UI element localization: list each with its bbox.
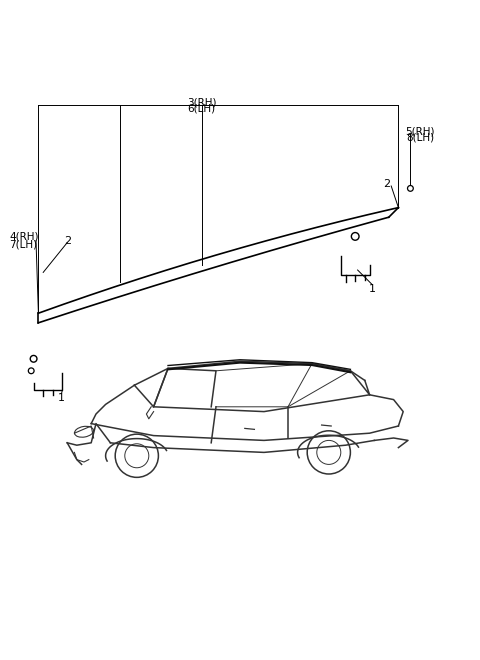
Text: 2: 2: [383, 179, 390, 189]
Text: 6(LH): 6(LH): [188, 104, 216, 114]
Text: 3(RH): 3(RH): [187, 97, 216, 107]
Text: 1: 1: [58, 393, 65, 403]
Text: 7(LH): 7(LH): [10, 240, 38, 249]
Text: 5(RH): 5(RH): [405, 126, 435, 136]
Text: 8(LH): 8(LH): [406, 132, 434, 143]
Text: 4(RH): 4(RH): [10, 232, 39, 242]
Text: 1: 1: [369, 284, 375, 294]
Text: 2: 2: [64, 236, 71, 246]
